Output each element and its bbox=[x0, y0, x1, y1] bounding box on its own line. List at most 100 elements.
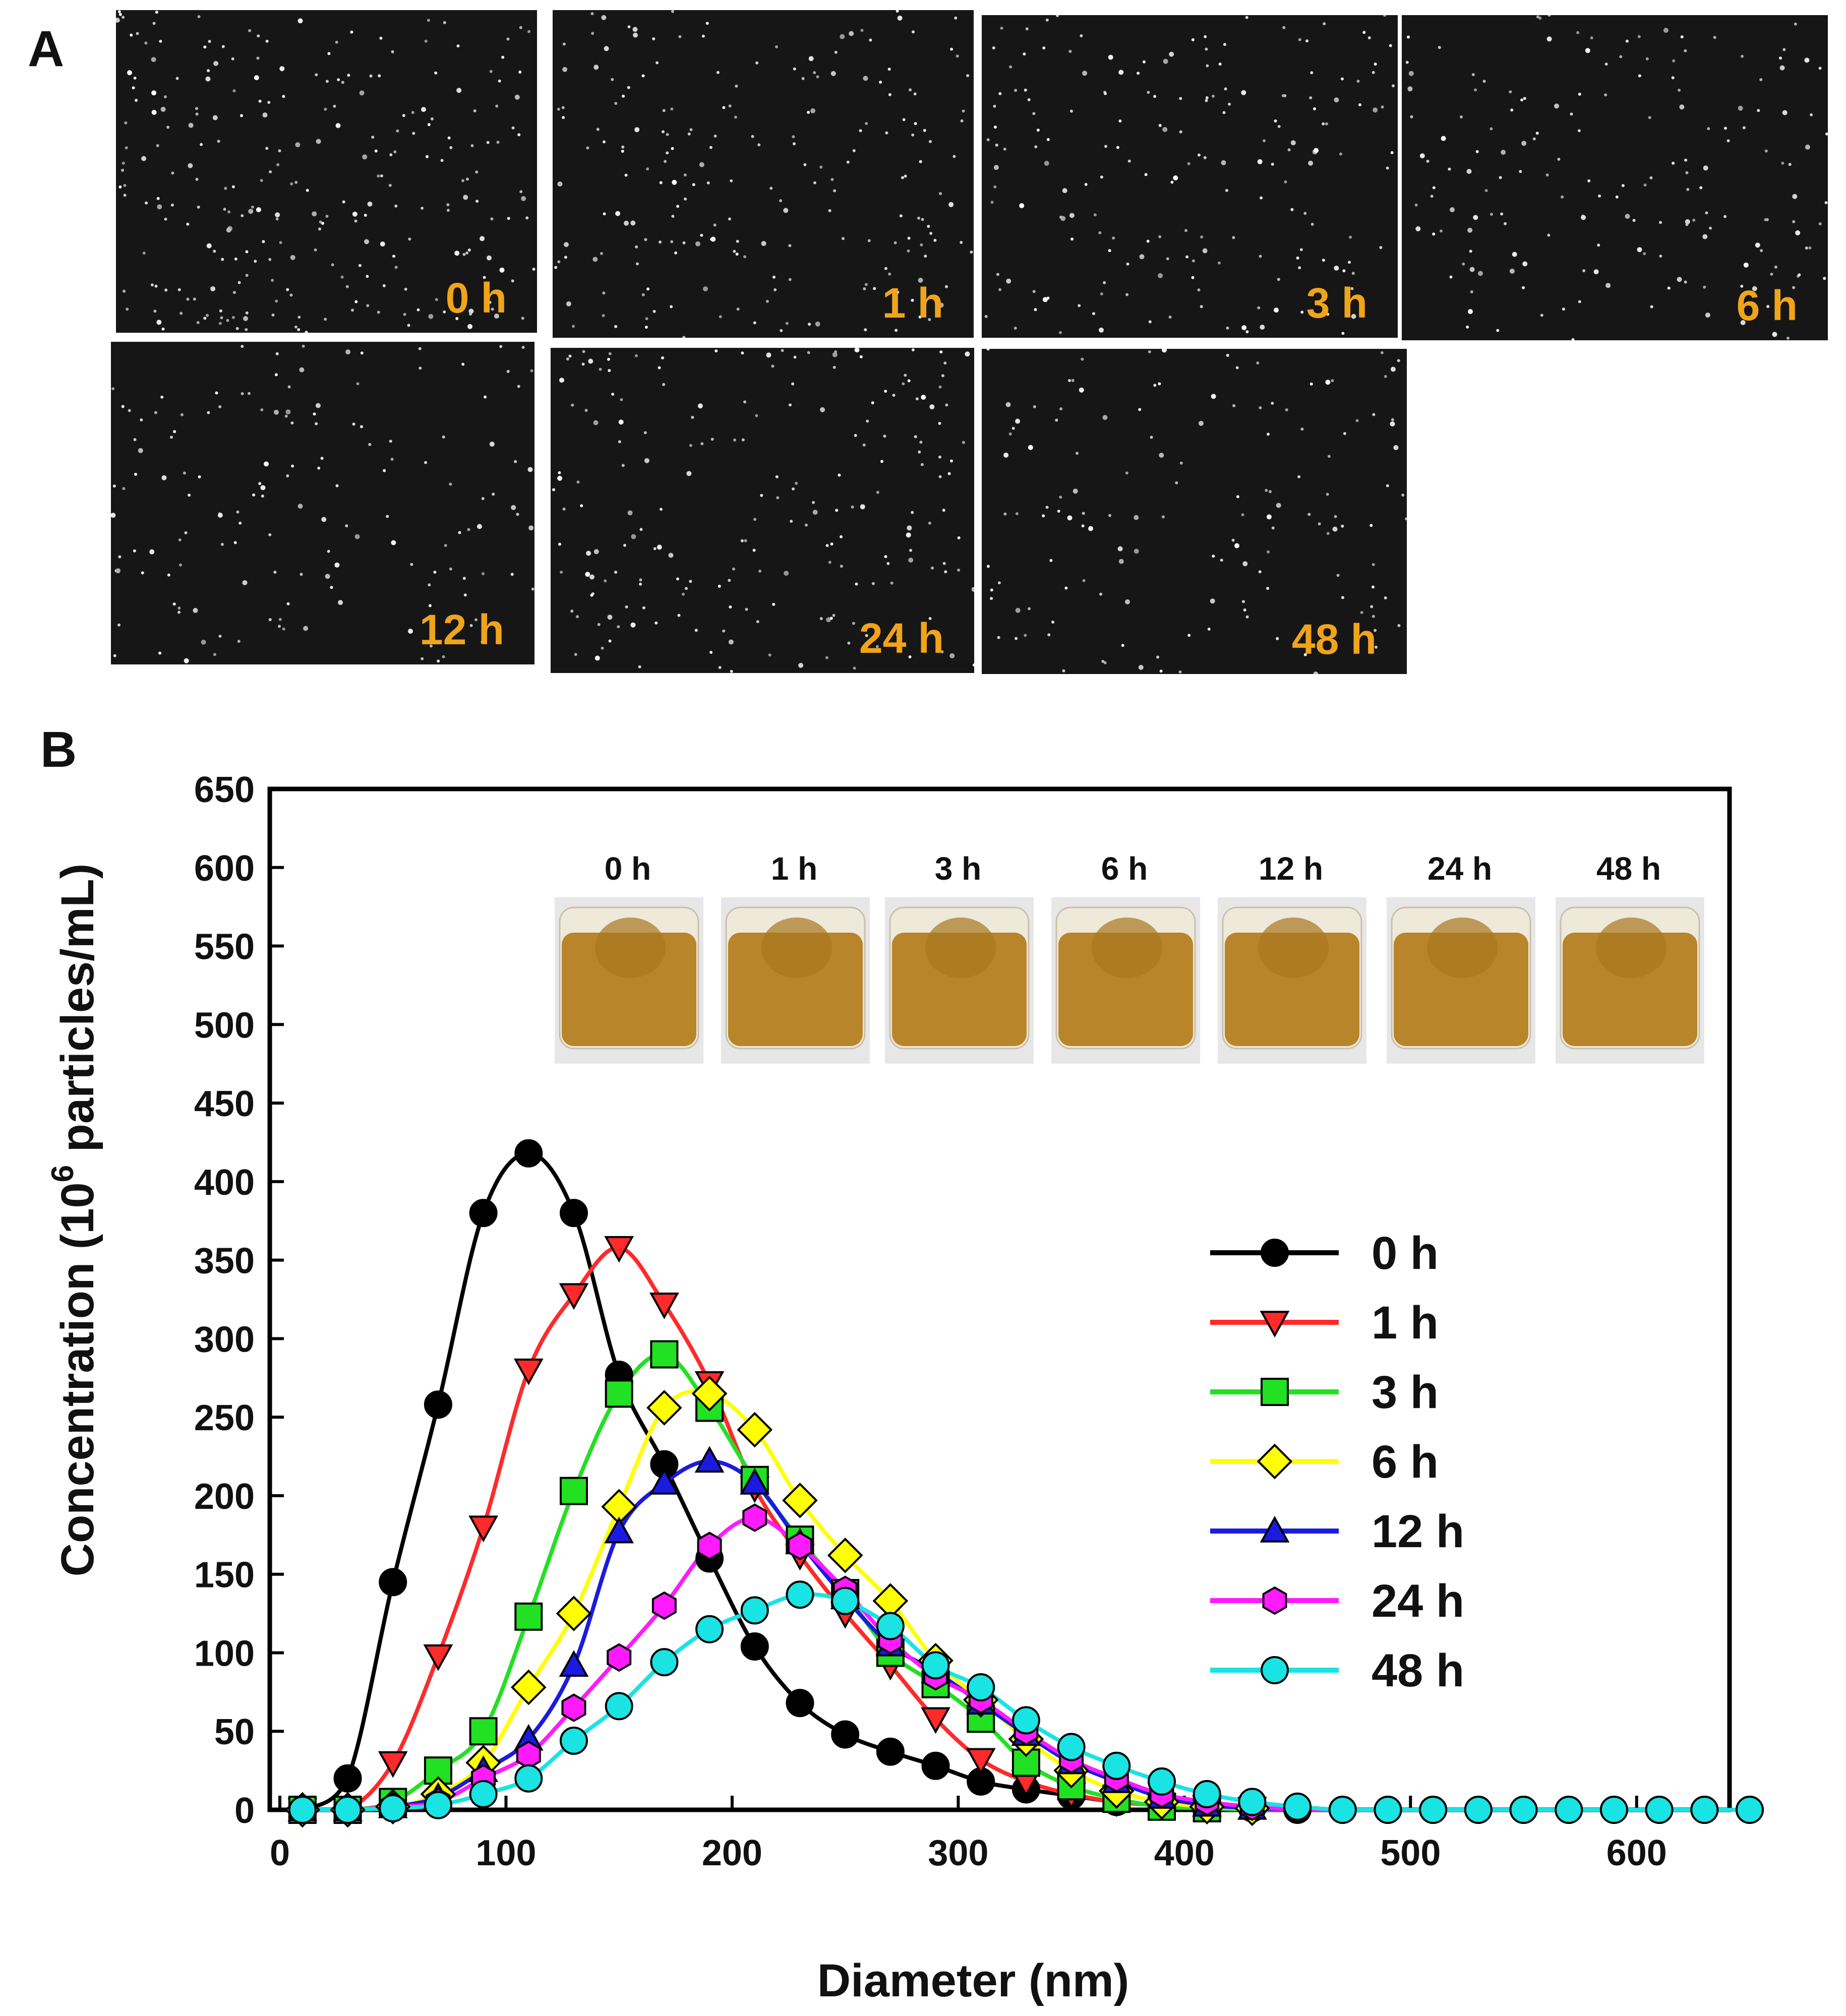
particle-dot bbox=[226, 319, 229, 322]
particle-dot bbox=[608, 369, 611, 372]
particle-dot bbox=[378, 74, 381, 78]
particle-dot bbox=[1680, 35, 1684, 39]
particle-dot bbox=[123, 194, 127, 197]
particle-dot bbox=[962, 109, 965, 113]
particle-dot bbox=[803, 163, 807, 166]
particle-dot bbox=[1303, 212, 1307, 215]
particle-dot bbox=[1080, 34, 1083, 37]
particle-dot bbox=[224, 187, 227, 190]
particle-dot bbox=[197, 205, 200, 209]
particle-dot bbox=[899, 214, 903, 218]
particle-dot bbox=[161, 327, 165, 331]
particle-dot bbox=[412, 132, 415, 135]
particle-dot bbox=[594, 655, 600, 661]
particle-dot bbox=[475, 170, 479, 174]
particle-dot bbox=[1076, 452, 1079, 455]
particle-dot bbox=[789, 403, 792, 407]
particle-dot bbox=[1242, 561, 1248, 567]
particle-dot bbox=[710, 236, 716, 242]
particle-dot bbox=[517, 133, 521, 137]
particle-dot bbox=[315, 403, 321, 408]
particle-dot bbox=[1211, 394, 1216, 399]
particle-dot bbox=[557, 260, 561, 264]
data-point bbox=[876, 1612, 905, 1640]
data-point bbox=[1690, 1796, 1719, 1824]
particle-dot bbox=[1332, 641, 1335, 644]
particle-dot bbox=[231, 316, 235, 319]
particle-dot bbox=[601, 15, 607, 20]
particle-dot bbox=[1163, 58, 1168, 64]
particle-dot bbox=[992, 46, 995, 49]
particle-dot bbox=[379, 36, 383, 40]
particle-dot bbox=[1577, 129, 1581, 133]
particle-dot bbox=[213, 60, 219, 66]
particle-dot bbox=[1058, 331, 1062, 334]
particle-dot bbox=[670, 107, 674, 111]
particle-dot bbox=[218, 322, 222, 325]
particle-dot bbox=[1104, 92, 1107, 95]
series-line bbox=[302, 1592, 1750, 1812]
particle-dot bbox=[1521, 141, 1527, 146]
y-tick-label: 100 bbox=[194, 1633, 255, 1674]
particle-dot bbox=[597, 623, 601, 626]
y-tick-label: 600 bbox=[194, 848, 255, 889]
particle-dot bbox=[607, 615, 613, 620]
data-point bbox=[650, 1648, 679, 1677]
particle-dot bbox=[136, 32, 139, 35]
particle-dot bbox=[769, 187, 773, 190]
particle-dot bbox=[585, 572, 590, 577]
particle-dot bbox=[237, 640, 241, 643]
particle-dot bbox=[753, 518, 757, 521]
particle-dot bbox=[718, 666, 722, 669]
particle-dot bbox=[1259, 406, 1262, 409]
particle-dot bbox=[957, 536, 961, 539]
particle-dot bbox=[566, 301, 571, 307]
particle-dot bbox=[449, 567, 452, 571]
particle-dot bbox=[776, 496, 780, 500]
particle-dot bbox=[342, 200, 345, 204]
y-axis-title-exponent: 6 bbox=[45, 1165, 80, 1182]
particle-dot bbox=[467, 249, 471, 252]
particle-dot bbox=[1225, 189, 1228, 192]
particle-dot bbox=[701, 34, 705, 38]
particle-dot bbox=[795, 481, 798, 485]
particle-dot bbox=[1322, 122, 1325, 126]
particle-dot bbox=[467, 528, 470, 531]
particle-dot bbox=[442, 435, 445, 439]
particle-dot bbox=[644, 326, 648, 329]
particle-dot bbox=[1523, 97, 1526, 100]
particle-dot bbox=[998, 92, 1002, 95]
particle-dot bbox=[1336, 574, 1340, 577]
particle-dot bbox=[489, 442, 495, 447]
particle-dot bbox=[781, 349, 784, 352]
particle-dot bbox=[1341, 77, 1344, 81]
particle-dot bbox=[909, 548, 912, 552]
particle-dot bbox=[1137, 72, 1140, 75]
x-tick-label: 200 bbox=[702, 1833, 762, 1873]
particle-dot bbox=[879, 81, 882, 84]
particle-dot bbox=[1298, 38, 1301, 41]
particle-dot bbox=[411, 111, 414, 114]
particle-dot bbox=[887, 68, 891, 71]
particle-dot bbox=[1285, 408, 1288, 411]
particle-dot bbox=[589, 574, 594, 580]
particle-dot bbox=[496, 141, 500, 144]
particle-dot bbox=[984, 315, 988, 318]
particle-dot bbox=[1179, 461, 1183, 465]
data-point bbox=[921, 1751, 950, 1780]
particle-dot bbox=[416, 308, 420, 312]
micro-label: 0 h bbox=[445, 274, 507, 322]
particle-dot bbox=[1000, 26, 1003, 30]
particle-dot bbox=[798, 662, 804, 668]
particle-dot bbox=[1764, 218, 1767, 221]
particle-dot bbox=[1348, 261, 1351, 264]
particle-dot bbox=[366, 304, 370, 308]
particle-dot bbox=[1125, 471, 1128, 475]
particle-dot bbox=[642, 606, 645, 609]
particle-dot bbox=[604, 46, 609, 51]
data-point bbox=[921, 1707, 950, 1734]
particle-dot bbox=[1082, 71, 1088, 76]
particle-dot bbox=[220, 316, 223, 320]
particle-dot bbox=[1134, 548, 1139, 554]
particle-dot bbox=[1081, 524, 1085, 528]
